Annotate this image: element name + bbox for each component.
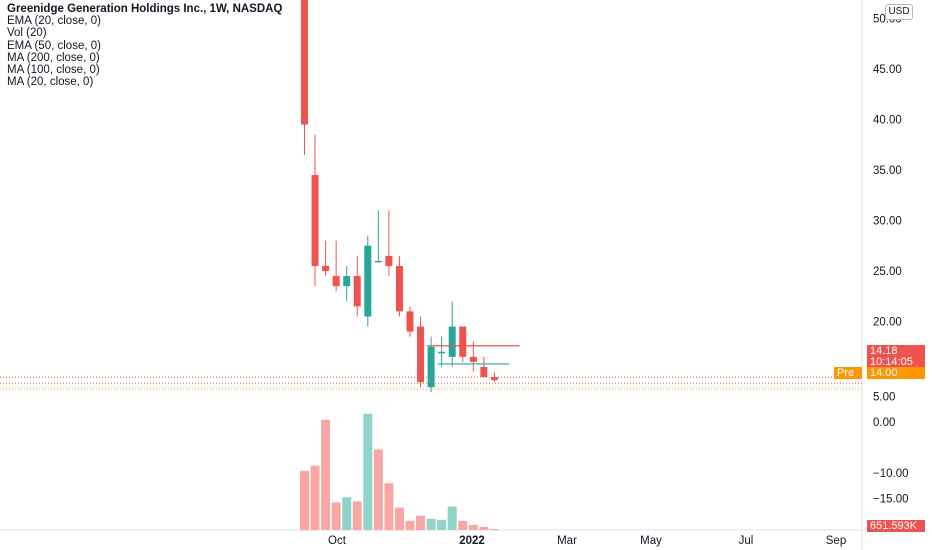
- price-tick-label: 30.00: [873, 216, 902, 228]
- price-tick-label: 20.00: [873, 317, 902, 329]
- volume-bar[interactable]: [310, 465, 320, 530]
- candle-body[interactable]: [395, 265, 403, 312]
- candle-body[interactable]: [480, 366, 488, 378]
- indicator-ema50[interactable]: EMA (50, close, 0): [7, 39, 101, 52]
- candle-body[interactable]: [322, 265, 330, 271]
- pre-market-tag: Pre: [834, 367, 862, 379]
- volume-bar[interactable]: [384, 483, 394, 530]
- volume-value-label: 651.593K: [867, 520, 925, 532]
- time-tick-label: Jul: [739, 535, 754, 547]
- indicator-ema20[interactable]: EMA (20, close, 0): [7, 15, 101, 28]
- indicator-ma100[interactable]: MA (100, close, 0): [7, 64, 100, 77]
- volume-bar[interactable]: [300, 470, 309, 530]
- volume-bar[interactable]: [342, 497, 352, 530]
- candle-body[interactable]: [374, 260, 382, 263]
- candle-body[interactable]: [385, 255, 393, 266]
- volume-bar[interactable]: [489, 528, 499, 530]
- candle-body[interactable]: [343, 276, 351, 287]
- last-price-label: 14.18: [867, 345, 925, 357]
- symbol-title[interactable]: Greenidge Generation Holdings Inc., 1W, …: [7, 3, 283, 15]
- candle-body[interactable]: [459, 326, 467, 357]
- price-tick-label: 45.00: [873, 64, 902, 76]
- candle-body[interactable]: [438, 351, 446, 354]
- price-tick-label: 25.00: [873, 266, 902, 278]
- price-tick-label: 40.00: [873, 115, 902, 127]
- candle-body[interactable]: [448, 326, 456, 357]
- volume-bar[interactable]: [394, 507, 404, 530]
- volume-bar[interactable]: [437, 519, 447, 530]
- currency-button[interactable]: USD: [885, 4, 913, 20]
- volume-bar[interactable]: [447, 506, 457, 530]
- candle-body[interactable]: [311, 175, 319, 266]
- candle-body[interactable]: [417, 326, 425, 383]
- price-tick-label: 35.00: [873, 165, 902, 177]
- volume-bar[interactable]: [416, 515, 426, 530]
- pre-market-price: 14.00: [867, 367, 925, 379]
- volume-tick-label: 5.00: [873, 392, 895, 404]
- volume-tick-label: −10.00: [873, 468, 909, 480]
- volume-bar[interactable]: [363, 413, 373, 530]
- candle-body[interactable]: [364, 245, 372, 317]
- volume-bar[interactable]: [426, 518, 436, 530]
- candle-body[interactable]: [332, 276, 340, 287]
- legend: Greenidge Generation Holdings Inc., 1W, …: [7, 3, 282, 88]
- candle-body[interactable]: [301, 0, 308, 125]
- indicator-vol20[interactable]: Vol (20): [7, 27, 47, 40]
- indicator-ma20[interactable]: MA (20, close, 0): [7, 76, 94, 89]
- time-tick-label: May: [640, 535, 662, 547]
- candle-body[interactable]: [469, 356, 477, 362]
- volume-bar[interactable]: [321, 419, 331, 530]
- candle-body[interactable]: [353, 276, 361, 307]
- volume-bar[interactable]: [331, 502, 341, 530]
- volume-bar[interactable]: [468, 524, 478, 530]
- time-tick-label: Sep: [826, 535, 846, 547]
- time-tick-label: Oct: [328, 535, 347, 547]
- volume-tick-label: −15.00: [873, 494, 909, 506]
- volume-bar[interactable]: [405, 520, 415, 530]
- time-tick-label: 2022: [459, 535, 485, 547]
- volume-tick-label: 0.00: [873, 417, 895, 429]
- volume-bar[interactable]: [458, 520, 468, 530]
- volume-bar[interactable]: [479, 526, 489, 530]
- volume-bar[interactable]: [373, 449, 383, 530]
- time-tick-label: Mar: [557, 535, 577, 547]
- candle-body[interactable]: [427, 346, 435, 388]
- volume-bar[interactable]: [352, 501, 362, 530]
- candle-body[interactable]: [490, 377, 498, 381]
- candle-body[interactable]: [406, 311, 414, 332]
- countdown-label: 10:14:05: [867, 356, 925, 368]
- indicator-ma200[interactable]: MA (200, close, 0): [7, 51, 100, 64]
